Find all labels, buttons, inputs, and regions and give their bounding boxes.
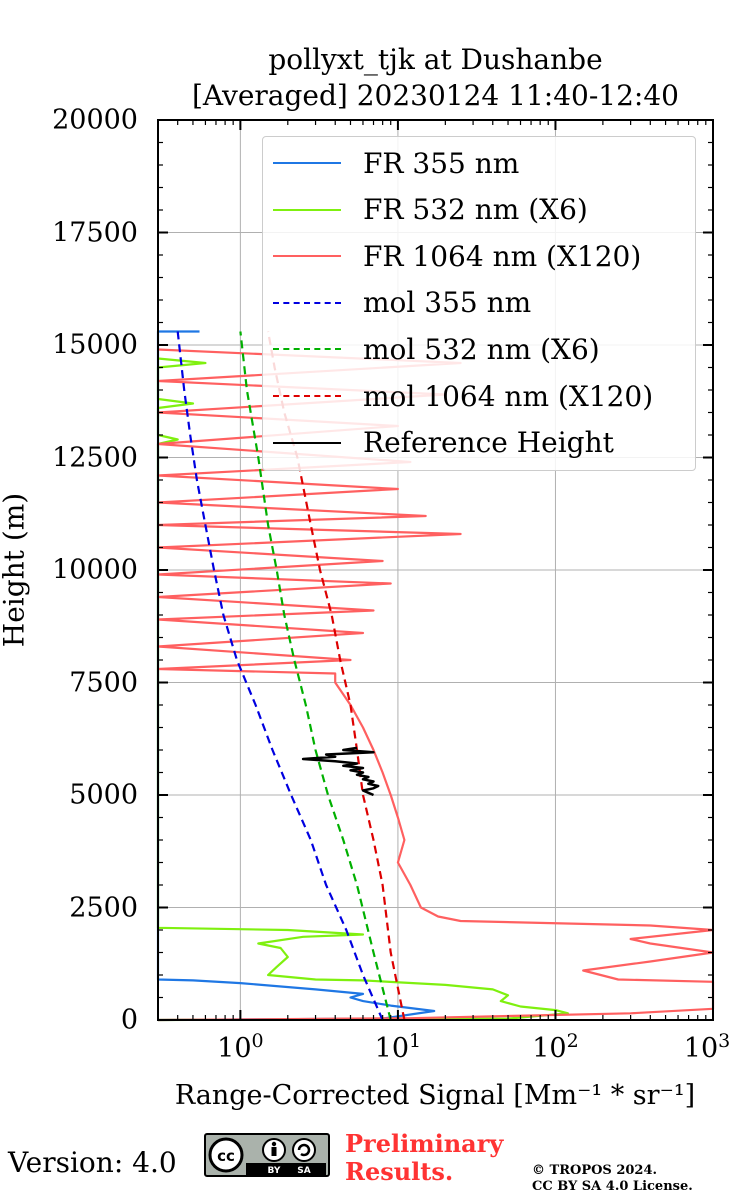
copyright-note: © TROPOS 2024. CC BY SA 4.0 License. xyxy=(532,1163,693,1195)
series-line-1 xyxy=(156,357,570,1022)
chart-title: pollyxt_tjk at Dushanbe xyxy=(268,43,603,76)
y-axis-label: Height (m) xyxy=(0,492,31,648)
preliminary-results-note: Preliminary Results. xyxy=(345,1130,503,1186)
y-tick-label: 0 xyxy=(120,1004,138,1036)
legend-entry: mol 355 nm xyxy=(273,281,531,325)
legend-swatch xyxy=(273,395,341,397)
legend-entry: mol 532 nm (X6) xyxy=(273,327,600,371)
sa-icon xyxy=(292,1138,316,1162)
legend-entry: FR 355 nm xyxy=(273,141,519,185)
copyright-line-1: © TROPOS 2024. xyxy=(532,1163,658,1178)
legend-entry: Reference Height xyxy=(273,421,614,465)
legend-entry: FR 1064 nm (X120) xyxy=(273,234,641,278)
y-tick-label: 12500 xyxy=(52,442,138,473)
y-tick-label: 2500 xyxy=(69,892,138,923)
y-tick-label: 5000 xyxy=(69,779,138,811)
x-tick-base: 10 xyxy=(217,1033,252,1064)
legend-swatch xyxy=(273,348,341,351)
series-line-4 xyxy=(239,331,392,1021)
legend-swatch xyxy=(273,208,341,211)
by-text: BY xyxy=(268,1166,281,1175)
series-layer xyxy=(156,330,715,1022)
series-line-2 xyxy=(156,348,715,1022)
x-tick-label: 101 xyxy=(375,1030,421,1064)
copyright-line-2: CC BY SA 4.0 License. xyxy=(532,1179,693,1194)
legend-swatch xyxy=(273,301,341,304)
y-tick-label: 15000 xyxy=(52,329,138,361)
x-tick-base: 10 xyxy=(374,1033,410,1064)
legend: FR 355 nm FR 532 nm (X6) FR 1064 nm (X120)… xyxy=(262,136,696,471)
x-tick-exponent: 3 xyxy=(718,1030,731,1052)
x-tick-label: 102 xyxy=(532,1030,578,1064)
cc-license-badge: cc BY SA xyxy=(204,1133,330,1177)
legend-entry: FR 532 nm (X6) xyxy=(273,188,588,232)
y-tick-label: 20000 xyxy=(52,104,138,136)
x-tick-base: 10 xyxy=(683,1033,719,1064)
legend-label: FR 355 nm xyxy=(363,146,520,180)
legend-label: mol 355 nm xyxy=(363,286,532,320)
chart-subtitle: [Averaged] 20230124 11:40-12:40 xyxy=(192,79,679,112)
cc-icon xyxy=(208,1137,244,1173)
x-tick-exponent: 1 xyxy=(409,1030,422,1052)
legend-label: FR 1064 nm (X120) xyxy=(363,239,642,273)
by-person-icon xyxy=(262,1138,286,1162)
x-axis-label: Range-Corrected Signal [Mm⁻¹ * sr⁻¹] xyxy=(174,1080,696,1111)
series-line-3 xyxy=(176,331,384,1021)
x-tick-base: 10 xyxy=(532,1033,567,1064)
x-tick-label: 100 xyxy=(217,1030,263,1064)
x-tick-exponent: 2 xyxy=(566,1030,579,1052)
legend-label: Reference Height xyxy=(363,426,614,460)
legend-label: mol 1064 nm (X120) xyxy=(363,379,654,413)
legend-swatch xyxy=(273,255,341,258)
version-label: Version: 4.0 xyxy=(8,1146,177,1179)
x-tick-exponent: 0 xyxy=(251,1030,264,1052)
series-line-6 xyxy=(301,746,380,797)
legend-label: FR 532 nm (X6) xyxy=(363,193,588,227)
cc-icon-text: cc xyxy=(217,1147,235,1165)
legend-swatch xyxy=(273,441,341,444)
preliminary-line-1: Preliminary xyxy=(345,1129,504,1158)
legend-entry: mol 1064 nm (X120) xyxy=(273,374,653,418)
y-tick-label: 17500 xyxy=(52,217,138,248)
legend-swatch xyxy=(273,162,341,164)
legend-label: mol 532 nm (X6) xyxy=(363,332,600,366)
preliminary-line-2: Results. xyxy=(345,1157,454,1186)
x-tick-label: 103 xyxy=(684,1030,730,1064)
y-tick-label: 10000 xyxy=(52,554,138,586)
sa-text: SA xyxy=(297,1166,310,1175)
y-tick-label: 7500 xyxy=(69,667,138,698)
tick-marks xyxy=(157,119,714,1021)
